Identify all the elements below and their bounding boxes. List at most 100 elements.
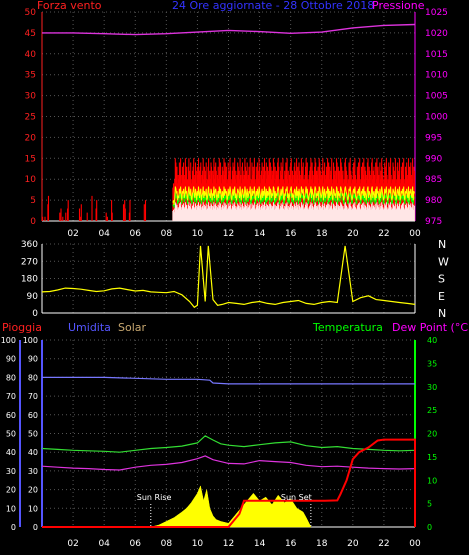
wind-tick-label: 15 [25,154,36,164]
x-tick-label: 14 [254,539,266,549]
pressure-tick-label: 980 [425,196,442,206]
temperature-tick-label: 10 [427,476,437,485]
temperature-tick-label: 15 [427,453,437,462]
humidity-tick-label: 0 [33,523,38,532]
chart-title: 24 Ore aggiornate - 28 Ottobre 2018 [172,0,374,12]
x-tick-label: 20 [347,539,359,549]
x-tick-label: 22 [378,539,389,549]
rain-tick-label: 30 [6,467,16,476]
x-tick-label: 02 [67,539,78,549]
x-tick-label: 02 [67,229,78,239]
compass-label: N [438,238,446,251]
temperature-tick-label: 0 [427,523,432,532]
solar-legend: Solar [118,321,147,334]
x-tick-label: 04 [98,229,110,239]
x-tick-label: 08 [161,539,173,549]
humidity-tick-label: 100 [23,336,38,345]
sunrise-label: Sun Rise [137,493,172,502]
x-tick-label: 00 [409,229,421,239]
wind-avg-line-yellow [172,186,415,205]
pressure-tick-label: 1010 [425,71,448,81]
pressure-line [42,23,416,36]
rain-tick-label: 80 [6,373,16,382]
pressure-tick-label: 975 [425,217,442,227]
humidity-tick-label: 50 [28,430,38,439]
rain-tick-label: 70 [6,392,16,401]
direction-tick-label: 0 [32,309,38,319]
humidity-legend: Umidita [68,321,111,334]
humidity-tick-label: 80 [28,373,38,382]
pressure-tick-label: 995 [425,133,442,143]
x-tick-label: 08 [161,229,173,239]
rain-tick-label: 20 [6,486,16,495]
wind-tick-label: 10 [25,175,37,185]
direction-tick-label: 180 [21,275,38,285]
pressure-tick-label: 1020 [425,29,448,39]
compass-label: N [438,307,446,320]
wind-tick-label: 40 [25,50,37,60]
x-tick-label: 16 [285,229,297,239]
direction-tick-label: 360 [21,240,38,250]
compass-label: S [438,273,445,286]
x-tick-label: 10 [192,539,204,549]
rain-tick-label: 100 [1,336,16,345]
wind-avg-line-green [172,192,415,208]
compass-label: W [438,255,449,268]
x-tick-label: 12 [223,229,234,239]
temperature-tick-label: 35 [427,359,437,368]
x-tick-label: 14 [254,229,266,239]
solar-area [150,485,312,528]
rain-tick-label: 90 [6,355,16,364]
wind-tick-label: 0 [30,217,36,227]
temperature-tick-label: 25 [427,406,437,415]
pressure-tick-label: 1025 [425,8,448,18]
x-tick-label: 16 [285,539,297,549]
temperature-tick-label: 30 [427,383,437,392]
rain-tick-label: 60 [6,411,16,420]
humidity-line [42,376,415,385]
x-tick-label: 10 [192,229,204,239]
rain-line [42,438,416,528]
temperature-legend: Temperatura [312,321,383,334]
humidity-tick-label: 90 [28,355,38,364]
pressure-tick-label: 985 [425,175,442,185]
humidity-tick-label: 10 [28,504,38,513]
rain-tick-label: 10 [6,504,16,513]
humidity-tick-label: 20 [28,486,38,495]
pressure-title: Pressione [372,0,425,12]
humidity-tick-label: 40 [28,448,38,457]
direction-tick-label: 270 [21,257,38,267]
pressure-tick-label: 1005 [425,92,448,102]
wind-min-area [172,202,415,221]
wind-tick-label: 30 [25,92,37,102]
direction-line [41,245,416,309]
x-tick-label: 22 [378,229,389,239]
wind-tick-label: 35 [25,71,36,81]
humidity-tick-label: 70 [28,392,38,401]
pressure-tick-label: 990 [425,154,442,164]
rain-legend: Pioggia [2,321,42,334]
x-tick-label: 06 [130,539,142,549]
x-tick-label: 12 [223,539,234,549]
wind-tick-label: 5 [30,196,36,206]
x-tick-label: 00 [409,539,421,549]
x-tick-label: 18 [316,229,328,239]
sunset-label: Sun Set [281,493,312,502]
rain-tick-label: 50 [6,430,16,439]
pressure-tick-label: 1000 [425,113,448,123]
wind-tick-label: 20 [25,133,37,143]
dewpoint-line [41,455,416,471]
x-tick-label: 04 [98,539,110,549]
x-tick-label: 06 [130,229,142,239]
rain-tick-label: 40 [6,448,16,457]
rain-tick-label: 0 [11,523,16,532]
wind-tick-label: 50 [25,8,37,18]
dewpoint-legend: Dew Point (°C) [392,321,469,334]
wind-tick-label: 45 [25,29,36,39]
temperature-tick-label: 40 [427,336,437,345]
humidity-tick-label: 30 [28,467,38,476]
temperature-line [41,435,416,453]
